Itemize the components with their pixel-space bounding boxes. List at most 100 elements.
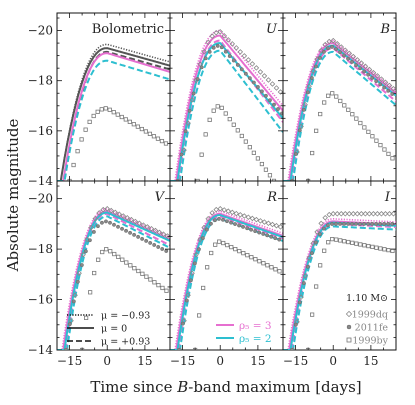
data-point (354, 221, 359, 226)
data-point (370, 244, 375, 249)
data-point (120, 213, 127, 219)
data-point (253, 65, 260, 71)
legend-rho-label: ρ₅ = 3 (239, 320, 272, 332)
data-point (358, 211, 365, 217)
data-point (366, 243, 371, 249)
data-point (334, 237, 339, 242)
data-point (189, 270, 195, 276)
data-point (374, 245, 379, 250)
data-point (309, 251, 314, 256)
data-point (223, 49, 228, 54)
data-point (112, 222, 116, 227)
data-point (350, 112, 355, 117)
data-point (99, 220, 104, 225)
data-point (79, 263, 84, 268)
data-point (84, 236, 90, 243)
data-point (338, 44, 345, 50)
data-point (301, 281, 306, 286)
data-point (144, 274, 149, 279)
data-point (350, 211, 357, 217)
data-point (241, 224, 246, 229)
series-line (170, 29, 283, 181)
data-point (338, 98, 343, 104)
data-point (233, 247, 238, 252)
data-point (187, 108, 192, 113)
data-point (235, 62, 240, 67)
data-point (201, 48, 207, 55)
data-point (205, 39, 211, 46)
data-point (277, 224, 283, 230)
data-point (211, 108, 216, 113)
data-point (75, 149, 80, 154)
data-point (276, 185, 279, 188)
data-point (120, 257, 125, 262)
data-point (63, 348, 68, 350)
data-point (257, 69, 264, 75)
data-point (144, 238, 149, 243)
panel-title: Bolometric (92, 22, 164, 37)
data-point (124, 228, 129, 233)
data-point (310, 150, 315, 156)
data-point (350, 221, 355, 226)
legend-obs: 1.10 M⊙ 1999dq 2011fe 1999by (345, 293, 389, 347)
data-point (215, 43, 220, 48)
data-point (139, 126, 144, 132)
data-point (88, 224, 94, 231)
data-point (382, 211, 389, 217)
data-point (370, 134, 375, 139)
data-point (269, 221, 276, 228)
data-point (83, 249, 88, 254)
data-point (306, 255, 312, 261)
data-point (378, 246, 383, 251)
data-point (263, 93, 268, 98)
data-point (152, 280, 157, 285)
panel-title: V (155, 190, 166, 205)
data-point (99, 107, 104, 112)
series-line (170, 214, 283, 350)
data-point (79, 137, 84, 142)
data-point (237, 212, 244, 218)
data-point (124, 260, 129, 265)
series-line (57, 211, 170, 350)
data-point (314, 128, 319, 133)
data-point (160, 285, 165, 291)
data-point (366, 221, 371, 226)
data-point (245, 226, 250, 231)
plot-area (283, 211, 396, 350)
data-point (229, 220, 233, 225)
data-point (330, 37, 336, 44)
data-point (354, 63, 359, 68)
data-point (334, 41, 341, 47)
data-point (251, 150, 256, 155)
data-point (354, 116, 359, 121)
data-point (184, 298, 189, 303)
data-point (318, 220, 324, 227)
data-point (342, 239, 347, 244)
series-line (170, 212, 283, 350)
data-point (370, 75, 375, 80)
data-point (132, 218, 139, 225)
data-point (257, 259, 262, 264)
x-tick-label: 15 (137, 354, 152, 368)
data-point (386, 88, 391, 93)
data-point (195, 178, 200, 181)
data-point (205, 215, 211, 222)
data-point (253, 229, 258, 234)
panel-i: −15 0 15 I (282, 180, 397, 368)
data-point (221, 217, 225, 222)
data-point (346, 211, 353, 217)
panel-u: U (169, 12, 284, 188)
data-point (241, 53, 248, 59)
data-point (358, 66, 363, 71)
data-point (72, 292, 78, 298)
data-point (88, 290, 93, 295)
data-point (265, 77, 272, 83)
data-point (272, 102, 276, 107)
series-line (57, 47, 170, 181)
legend-obs-label: 2011fe (355, 323, 389, 334)
data-point (104, 205, 110, 212)
data-point (87, 119, 92, 124)
data-point (87, 238, 92, 243)
